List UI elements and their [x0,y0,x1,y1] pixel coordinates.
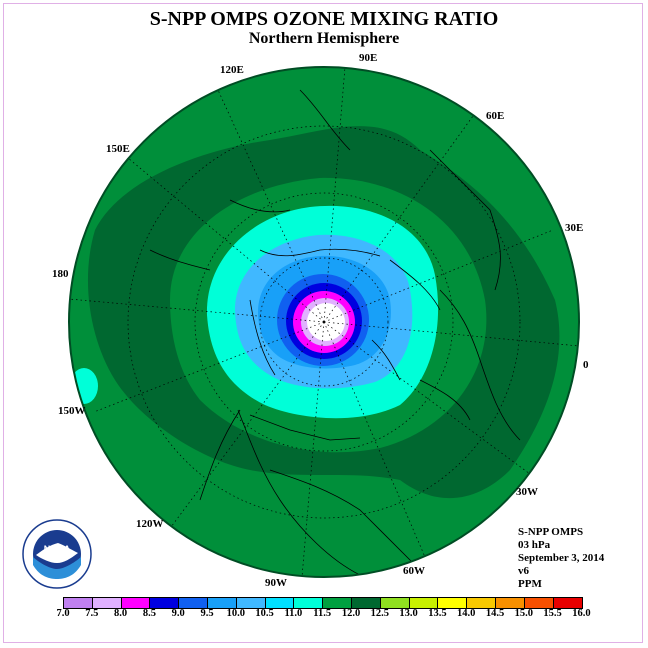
pole-no-data [307,303,345,341]
colorbar-swatch [438,598,468,608]
lon-label-150e: 150E [106,143,130,155]
colorbar-tick-label: 12.5 [370,608,389,619]
info-version: v6 [518,565,529,577]
lon-label-30e: 30E [565,222,584,234]
coastlines [149,89,521,576]
colorbar-tick-label: 10.5 [255,608,274,619]
lon-label-120e: 120E [220,64,244,76]
colorbar-tick-label: 8.5 [142,608,156,619]
colorbar-swatch [207,598,237,608]
colorbar [63,597,584,609]
lon-label-90w: 90W [265,577,287,589]
colorbar-swatch [351,598,381,608]
colorbar-swatch [236,598,266,608]
colorbar-swatch [64,598,93,608]
colorbar-swatch [409,598,439,608]
map-subtitle: Northern Hemisphere [248,30,400,47]
colorbar-tick-label: 7.5 [85,608,99,619]
colorbar-swatch [524,598,554,608]
colorbar-tick-label: 15.5 [543,608,562,619]
colorbar-swatch [553,598,583,608]
colorbar-tick-label: 11.5 [313,608,332,619]
lon-label-0: 0 [583,359,589,371]
info-units: PPM [518,578,542,590]
lon-label-120w: 120W [136,518,164,530]
map-border [68,66,580,578]
colorbar-tick-label: 13.0 [399,608,418,619]
info-block: S-NPP OMPS 03 hPa September 3, 2014 v6 P… [518,526,604,591]
colorbar-tick-label: 13.5 [428,608,447,619]
colorbar-tick-label: 8.0 [114,608,128,619]
colorbar-swatch [495,598,525,608]
lon-label-30w: 30W [516,486,538,498]
info-instrument: S-NPP OMPS [518,526,584,538]
meridians [69,67,579,577]
colorbar-swatch [380,598,410,608]
colorbar-swatch [121,598,151,608]
colorbar-swatch [265,598,295,608]
noaa-logo: NOAA [22,519,92,594]
latitude-lines [127,125,521,519]
colorbar-swatch [467,598,496,608]
colorbar-swatch [150,598,180,608]
info-level: 03 hPa [518,539,551,551]
info-date: September 3, 2014 [518,552,605,564]
colorbar-swatch [92,598,122,608]
colorbar-swatch [294,598,324,608]
colorbar-tick-label: 9.0 [171,608,185,619]
colorbar-tick-label: 14.5 [485,608,505,619]
lon-label-180: 180 [52,268,69,280]
colorbar-tick-label: 16.0 [572,608,591,619]
colorbar-swatch [323,598,352,608]
lon-label-150w: 150W [58,405,86,417]
lon-label-60e: 60E [486,110,505,122]
colorbar-tick-label: 11.0 [284,608,303,619]
noaa-logo-text: NOAA [44,544,71,554]
colorbar-tick-label: 10.0 [226,608,245,619]
lon-label-90e: 90E [359,52,378,64]
colorbar-tick-label: 14.0 [457,608,476,619]
map-title: S-NPP OMPS OZONE MIXING RATIO [149,8,499,30]
figure-frame [3,3,643,643]
colorbar-tick-label: 9.5 [200,608,214,619]
colorbar-tick-label: 15.0 [514,608,533,619]
lon-label-60w: 60W [403,565,425,577]
colorbar-tick-label: 7.0 [56,608,70,619]
colorbar-tick-label: 12.0 [341,608,361,619]
colorbar-swatch [179,598,208,608]
